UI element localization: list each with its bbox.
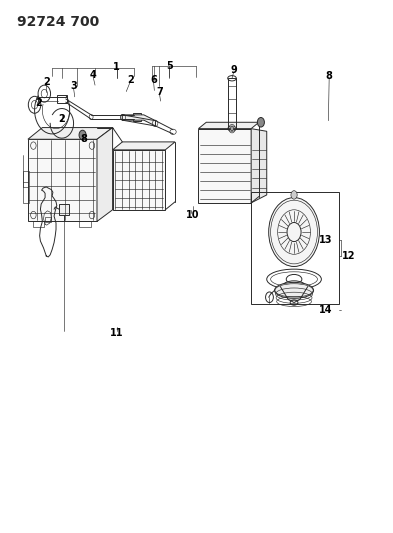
- Bar: [57, 95, 67, 103]
- Polygon shape: [198, 128, 251, 203]
- Text: 6: 6: [150, 75, 157, 85]
- Circle shape: [257, 117, 264, 127]
- Text: 4: 4: [90, 70, 96, 79]
- Polygon shape: [28, 127, 113, 139]
- Text: 2: 2: [43, 77, 50, 87]
- Bar: [251, 192, 339, 304]
- Bar: [133, 113, 141, 120]
- Text: 12: 12: [342, 251, 355, 261]
- Bar: [228, 78, 236, 128]
- Text: 5: 5: [166, 61, 173, 71]
- Polygon shape: [97, 127, 113, 221]
- Text: 92724 700: 92724 700: [17, 14, 99, 29]
- Text: 10: 10: [186, 209, 199, 220]
- Ellipse shape: [275, 282, 314, 298]
- Text: 9: 9: [230, 66, 237, 75]
- Text: 13: 13: [318, 235, 332, 245]
- Polygon shape: [113, 142, 175, 150]
- Ellipse shape: [282, 281, 306, 293]
- Circle shape: [291, 191, 297, 199]
- Circle shape: [79, 130, 86, 140]
- Text: 2: 2: [35, 98, 42, 108]
- Text: 1: 1: [113, 62, 120, 71]
- Polygon shape: [198, 122, 259, 128]
- Text: 8: 8: [326, 70, 332, 80]
- Text: 14: 14: [318, 305, 332, 315]
- Polygon shape: [28, 139, 97, 221]
- Circle shape: [230, 126, 233, 131]
- Circle shape: [269, 198, 320, 266]
- Polygon shape: [122, 115, 156, 126]
- Polygon shape: [251, 128, 267, 203]
- Text: 11: 11: [110, 328, 123, 338]
- Text: 2: 2: [59, 114, 65, 124]
- Bar: [45, 216, 51, 222]
- Text: 7: 7: [156, 86, 163, 96]
- Text: 2: 2: [127, 75, 134, 85]
- Text: 8: 8: [80, 134, 87, 144]
- Bar: [59, 204, 69, 215]
- Polygon shape: [113, 150, 165, 210]
- Text: 3: 3: [70, 81, 77, 91]
